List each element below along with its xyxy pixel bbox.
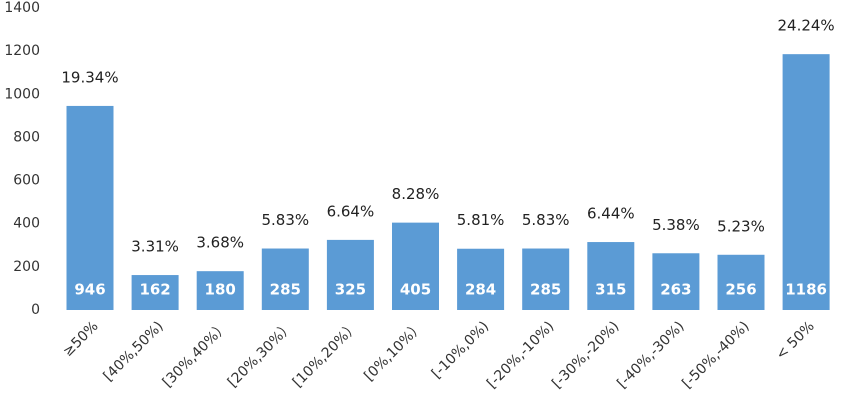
y-tick-label: 1000 xyxy=(4,86,40,102)
y-tick-label: 800 xyxy=(13,129,40,145)
bar-percent-label: 8.28% xyxy=(392,185,440,203)
x-tick-label: [10%,20%） xyxy=(290,318,362,390)
y-tick-label: 600 xyxy=(13,173,40,189)
bar-percent-label: 5.23% xyxy=(717,217,765,235)
bar xyxy=(392,222,439,310)
bar-value-label: 315 xyxy=(595,281,626,299)
bar xyxy=(131,275,179,310)
bar-percent-label: 6.44% xyxy=(587,205,635,223)
bar-percent-label: 3.68% xyxy=(196,234,244,252)
bar-value-label: 405 xyxy=(400,281,431,299)
bar-value-label: 285 xyxy=(530,281,561,299)
bar xyxy=(457,248,505,310)
x-tick-label: [40%,50%) xyxy=(101,318,167,384)
bar-value-label: 285 xyxy=(270,281,301,299)
bar-value-label: 162 xyxy=(139,281,170,299)
bar-percent-label: 3.31% xyxy=(131,238,179,256)
bar-percent-label: 19.34% xyxy=(61,68,118,86)
x-tick-label: [-50%,-40%) xyxy=(679,318,752,391)
x-tick-label: [-20%,-10%) xyxy=(484,318,557,391)
x-tick-label: [30%,40%） xyxy=(160,318,232,390)
x-tick-label: [-10%,0%) xyxy=(429,318,492,381)
x-axis-labels: ≥50%[40%,50%)[30%,40%）[20%,30%）[10%,20%）… xyxy=(60,318,818,391)
y-axis-labels: 0 200 400 600 800 1000 1200 1400 xyxy=(4,0,40,318)
bars xyxy=(66,54,830,310)
x-tick-label: ≥50% xyxy=(60,318,102,360)
y-tick-label: 1200 xyxy=(4,43,40,59)
bar-percent-label: 5.38% xyxy=(652,216,700,234)
x-tick-label: < 50% xyxy=(773,318,818,363)
bar-value-label: 325 xyxy=(335,281,366,299)
bar xyxy=(717,254,765,310)
x-tick-label: [0%,10%） xyxy=(361,318,427,384)
bar-value-label: 284 xyxy=(465,281,496,299)
bar-percent-label: 6.64% xyxy=(327,202,375,220)
value-labels: 946 162 180 285 325 405 284 285 315 263 256 1186 xyxy=(74,281,827,299)
bar xyxy=(782,54,830,310)
y-tick-label: 1400 xyxy=(4,0,40,16)
x-tick-label: [-40%,-30%) xyxy=(614,318,687,391)
x-tick-label: [20%,30%） xyxy=(225,318,297,390)
y-tick-label: 0 xyxy=(31,302,40,318)
bar-value-label: 1186 xyxy=(785,281,827,299)
bar-percent-label: 5.83% xyxy=(522,211,570,229)
bar-percent-label: 5.83% xyxy=(261,211,309,229)
bar-value-label: 946 xyxy=(74,281,105,299)
bar-value-label: 263 xyxy=(660,281,691,299)
y-tick-label: 200 xyxy=(13,259,40,275)
bar xyxy=(522,248,570,310)
bar-value-label: 256 xyxy=(725,281,756,299)
bar xyxy=(326,239,374,310)
y-tick-label: 400 xyxy=(13,216,40,232)
bar-percent-label: 5.81% xyxy=(457,211,505,229)
bar xyxy=(261,248,309,310)
bar-value-label: 180 xyxy=(205,281,236,299)
percent-labels: 19.34% 3.31% 3.68% 5.83% 6.64% 8.28% 5.81% 5.83… xyxy=(61,17,834,256)
bar xyxy=(66,105,114,310)
bar xyxy=(652,253,700,310)
x-tick-label: [-30%,-20%) xyxy=(549,318,622,391)
bar xyxy=(196,271,244,310)
bar-percent-label: 24.24% xyxy=(777,17,834,35)
bar xyxy=(587,242,635,310)
